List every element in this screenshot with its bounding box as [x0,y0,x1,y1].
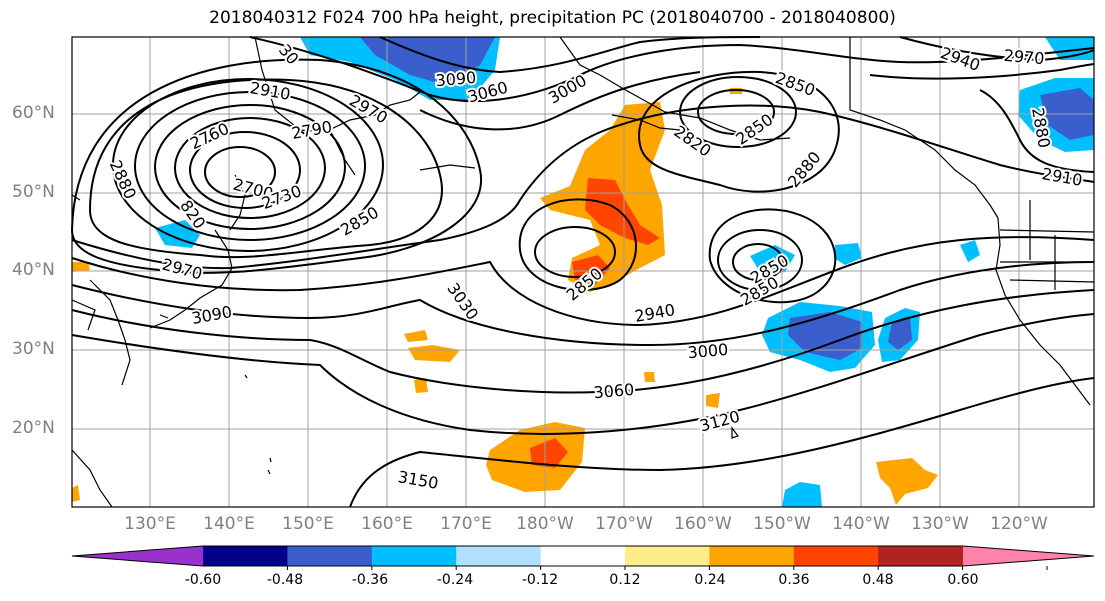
lat-label: 40°N [12,260,55,280]
colorbar-tick-label: 0.24 [694,572,726,588]
lon-label: 160°E [361,514,413,534]
lon-label: 150°W [753,514,811,534]
contour-label: 3090 [435,68,477,90]
lat-label: 30°N [12,339,55,359]
colorbar-swatch [878,546,964,566]
graticule [72,37,1094,507]
colorbar-outline [71,545,1095,567]
colorbar-tick-label: -0.24 [436,572,474,588]
lon-label: 180°W [516,514,574,534]
colorbar-tick-label: -0.36 [351,572,389,588]
colorbar-swatch [287,546,373,566]
lat-label: 20°N [12,418,55,438]
height-contours [70,36,1095,508]
colorbar-swatch [371,546,457,566]
colorbar-tick-label: 0.60 [947,572,979,588]
lon-label: 130°E [124,514,176,534]
colorbar-swatch [203,546,288,566]
lon-label: 170°W [595,514,653,534]
colorbar-swatch [709,546,795,566]
lat-label: 60°N [12,103,55,123]
colorbar-tick-label: 0.12 [609,572,641,588]
contour-label-halo: 2970 [1003,46,1045,68]
colorbar-swatch [540,546,626,566]
colorbar-swatch [625,546,710,566]
contour-label: 2970 [1003,46,1045,68]
lat-label: 50°N [12,182,55,202]
lon-label: 170°E [440,514,492,534]
colorbar-swatch [72,546,203,566]
colorbar-tick-label: 0.48 [862,572,894,588]
colorbar-swatch [963,546,1094,566]
lon-label: 140°E [203,514,255,534]
contour-label: 3000 [687,340,729,362]
colorbar-swatch [456,546,542,566]
lon-label: 140°W [832,514,890,534]
lon-label: 150°E [282,514,334,534]
colorbar-tick-label: -0.48 [266,572,304,588]
colorbar-tick-label: 0.36 [778,572,810,588]
map-title: 2018040312 F024 700 hPa height, precipit… [209,8,896,28]
colorbar-tick-label: -0.12 [521,572,559,588]
colorbar-swatch [793,546,879,566]
map-frame [71,36,1095,508]
colorbar-tick-label: -0.60 [184,572,222,588]
lon-label: 120°W [990,514,1048,534]
lon-label: 160°W [674,514,732,534]
colorbar [71,545,1095,570]
contour-label: 3060 [593,380,635,402]
lon-label: 130°W [911,514,969,534]
precipitation-shading [72,37,1094,507]
